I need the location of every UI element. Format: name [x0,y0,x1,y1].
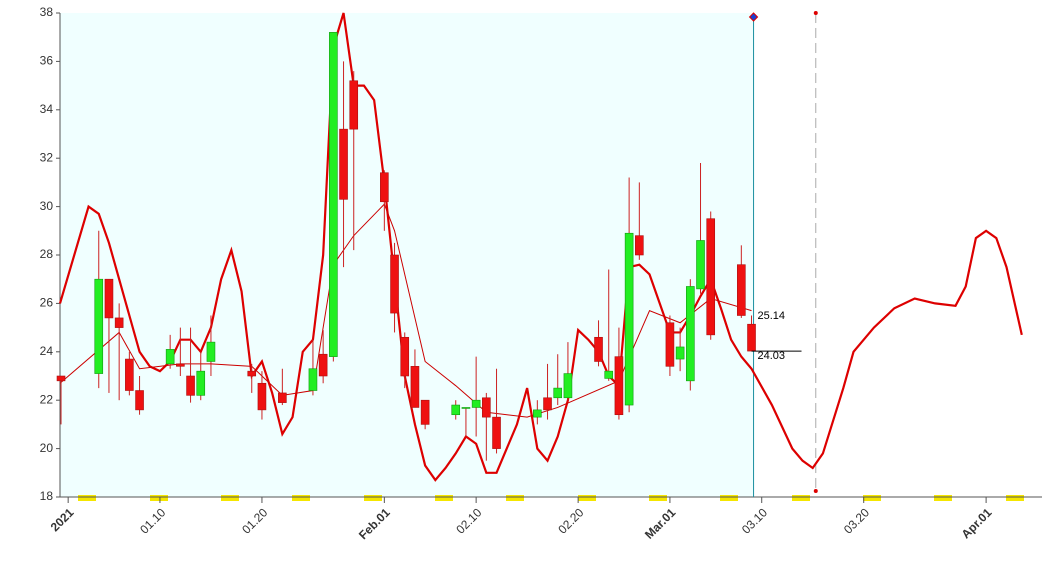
candle-body [461,407,471,409]
candle-body [94,278,104,374]
candle-body [349,80,359,130]
candle-body [675,346,685,360]
candle-body [196,370,206,396]
candle-body [635,235,644,256]
current-marker [748,12,759,22]
x-tick-label: Mar.01 [642,505,679,542]
x-tick-label: 02.20 [555,505,586,536]
candle-body [186,375,195,396]
y-tick-label: 34 [40,102,54,116]
candle-body [104,278,114,319]
candle-body [665,322,675,367]
x-tick-label: 2021 [48,505,77,534]
value-annotation: 25.14 [758,310,786,322]
candle-body [604,370,614,379]
candle-body [339,128,348,200]
y-tick-label: 26 [40,296,54,310]
candle-body [380,172,389,203]
candle-body [56,375,66,382]
candle-body [696,240,705,290]
y-tick-label: 32 [40,150,54,164]
candle-body [410,366,420,408]
candle-body [594,336,603,362]
candle-body [247,370,257,377]
candle-body [614,356,624,416]
y-tick-label: 36 [40,54,54,68]
candle-body [563,373,573,399]
x-tick-label: 03.10 [739,505,770,536]
weekend-markers [78,495,1024,501]
y-tick-label: 28 [40,247,54,261]
candle-body [114,317,124,328]
line-series [58,12,1023,482]
x-tick-label: Feb.01 [356,505,393,542]
candle-body [390,254,399,314]
candle-body [278,392,287,403]
candle-body [533,409,542,418]
candle-body [206,341,216,362]
candle-body [686,286,695,382]
x-tick-label: Apr.01 [959,505,995,541]
candle-body [176,363,185,367]
candle-body [706,218,716,336]
candle-body [125,358,134,391]
candle-body [135,390,144,411]
x-tick-label: 02.10 [453,505,484,536]
candle-body [420,399,430,425]
y-tick-label: 18 [40,489,54,503]
candle-body [747,323,756,352]
candle-body [318,353,328,377]
candle-body [329,32,338,357]
candle-body [451,404,461,416]
x-tick-label: 03.20 [841,505,872,536]
x-tick-label: 01.20 [239,505,270,536]
value-annotation: 24.03 [758,350,786,362]
candle-body [624,232,634,406]
y-tick-label: 22 [40,392,54,406]
candle-body [543,397,552,411]
x-tick-label: 01.10 [137,505,168,536]
candle-body [471,399,481,408]
y-tick-label: 24 [40,344,54,358]
y-tick-label: 20 [40,441,54,455]
projection-dot [813,489,818,493]
candle-body [308,368,318,391]
candle-body [492,416,501,449]
y-tick-label: 30 [40,199,54,213]
candle-body [737,264,746,316]
line-series [59,203,752,418]
candle-body [482,397,491,418]
candle-body [400,336,410,377]
candle-body [257,382,267,411]
history-area [60,13,754,497]
candle-body [165,349,175,365]
projection-dot [813,11,818,15]
candle-body [553,387,563,399]
y-tick-label: 38 [40,5,54,19]
